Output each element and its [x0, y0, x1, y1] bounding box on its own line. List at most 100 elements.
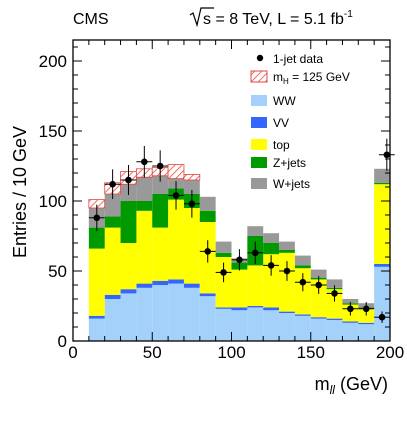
x-tick-label-100: 100: [217, 343, 245, 362]
data-marker-16: [347, 305, 354, 313]
data-marker-15: [331, 290, 338, 297]
x-tick-label-50: 50: [143, 343, 162, 362]
legend-top-swatch: [251, 139, 267, 150]
bar-ww-bin-9: [231, 310, 248, 341]
data-point-18: [374, 311, 390, 323]
sqrt-symbol: [189, 7, 214, 28]
bar-vv-bin-11: [263, 307, 280, 311]
bar-higgs-bin-6: [183, 173, 201, 181]
bar-ww-bin-14: [310, 318, 327, 341]
legend-ww-swatch: [251, 95, 267, 106]
legend-wjets-swatch: [251, 178, 267, 189]
bar-top-bin-11: [263, 254, 280, 308]
x-axis-sub: ll: [330, 383, 336, 397]
bar-ww-bin-10: [247, 307, 264, 341]
bar-ww-bin-12: [279, 313, 295, 341]
y-tick-label-150: 150: [39, 122, 67, 141]
bar-vv-bin-6: [183, 283, 200, 288]
bar-wjets-bin-10: [247, 226, 264, 236]
data-point-17: [358, 302, 375, 316]
y-axis-title: Entries / 10 GeV: [10, 126, 30, 258]
legend-data-marker: [256, 54, 264, 62]
data-marker-2: [125, 176, 132, 184]
data-marker-7: [204, 248, 212, 255]
bar-top-bin-3: [136, 210, 153, 284]
legend: 1-jet data mH = 125 GeV WW VV top Z+jets…: [250, 52, 350, 191]
legend-label-wjets: W+jets: [273, 177, 310, 191]
y-tick-label-0: 0: [58, 332, 67, 351]
data-marker-6: [188, 200, 196, 208]
data-point-14: [310, 276, 327, 294]
legend-item-ww: WW: [251, 94, 296, 108]
legend-item-higgs: mH = 125 GeV: [250, 70, 350, 86]
legend-item-top: top: [251, 138, 290, 152]
bar-top-bin-2: [120, 243, 137, 290]
data-point-1: [104, 169, 121, 200]
bar-vv-bin-1: [104, 294, 121, 299]
bar-ww-bin-3: [136, 287, 153, 341]
data-point-6: [183, 189, 200, 218]
data-marker-8: [220, 269, 227, 276]
legend-zjets-swatch: [251, 157, 267, 168]
bar-wjets-bin-3: [136, 177, 153, 201]
legend-higgs-rest: = 125 GeV: [289, 70, 350, 84]
bar-top-bin-4: [152, 227, 169, 281]
data-point-15: [326, 285, 343, 302]
bar-ww-bin-5: [168, 283, 184, 341]
bar-vv-bin-14: [310, 317, 327, 319]
y-tick-label-200: 200: [39, 52, 67, 71]
bar-ww-bin-15: [326, 320, 343, 341]
bar-vv-bin-10: [247, 306, 264, 308]
bar-wjets-bin-18: [374, 168, 390, 183]
bar-top-bin-5: [168, 199, 184, 280]
data-point-13: [294, 273, 311, 292]
legend-item-zjets: Z+jets: [251, 156, 306, 170]
data-point-8: [215, 262, 232, 283]
bar-wjets-bin-8: [215, 241, 232, 253]
bar-zjets-bin-11: [263, 243, 280, 255]
bar-ww-bin-6: [183, 287, 200, 341]
bar-ww-bin-2: [120, 293, 137, 341]
bar-wjets-bin-14: [310, 269, 327, 278]
bar-top-bin-12: [279, 252, 295, 312]
bar-vv-bin-2: [120, 289, 137, 294]
svg-text:mH = 125 GeV: mH = 125 GeV: [273, 70, 350, 86]
bar-top-bin-0: [88, 248, 105, 316]
bar-top-bin-14: [310, 279, 327, 318]
bar-ww-bin-11: [263, 310, 280, 341]
legend-label-top: top: [273, 138, 290, 152]
data-point-5: [168, 181, 184, 210]
bar-zjets-bin-7: [199, 210, 216, 222]
data-point-10: [247, 241, 264, 264]
data-point-11: [263, 255, 280, 276]
bar-vv-bin-3: [136, 283, 153, 288]
axis-ticks: 0 50 100 150 200 0 50 100 150 200: [39, 40, 404, 362]
bar-ww-bin-17: [358, 324, 375, 341]
data-point-overflow: [378, 138, 395, 171]
bar-vv-bin-7: [199, 293, 216, 297]
bar-top-bin-6: [183, 208, 200, 284]
x-axis-title: mll (GeV): [315, 374, 388, 397]
bar-wjets-bin-1: [104, 194, 121, 217]
legend-label-zjets: Z+jets: [273, 156, 306, 170]
x-tick-label-150: 150: [297, 343, 325, 362]
bar-vv-bin-8: [215, 307, 232, 309]
data-marker-14: [315, 281, 322, 289]
data-point-7: [199, 240, 216, 263]
legend-item-data: 1-jet data: [256, 52, 323, 66]
bar-zjets-bin-3: [136, 201, 153, 211]
data-points: [88, 138, 395, 323]
data-point-16: [342, 302, 359, 316]
energy-sqrt-var: s: [203, 11, 211, 28]
bar-ww-bin-18: [374, 266, 390, 341]
y-tick-label-100: 100: [39, 192, 67, 211]
data-marker-11: [267, 262, 275, 269]
bar-ww-bin-13: [294, 315, 311, 341]
data-marker-13: [299, 278, 307, 286]
bar-zjets-bin-18: [374, 182, 390, 185]
bar-ww-bin-0: [88, 318, 105, 341]
y-tick-label-50: 50: [48, 262, 67, 281]
bar-wjets-bin-16: [342, 299, 359, 304]
x-tick-label-200: 200: [376, 343, 404, 362]
bar-vv-bin-4: [152, 280, 169, 285]
